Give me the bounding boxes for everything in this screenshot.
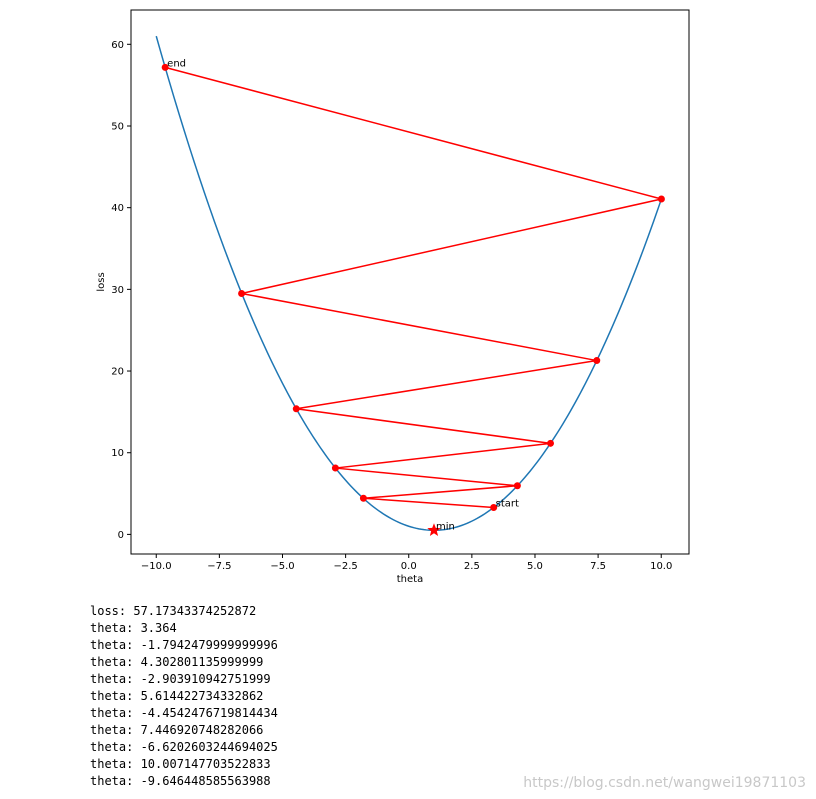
output-line: theta: 7.446920748282066 xyxy=(90,723,264,737)
gradient-descent-path xyxy=(161,63,665,536)
annotation-min: min xyxy=(436,521,455,532)
x-tick-label: 2.5 xyxy=(464,561,480,572)
x-tick-label: −10.0 xyxy=(141,561,172,572)
annotation-start: start xyxy=(496,498,519,509)
y-tick-label: 20 xyxy=(111,367,124,378)
chart-annotations: start end min xyxy=(167,58,519,532)
descent-point xyxy=(546,439,554,447)
y-tick-label: 0 xyxy=(118,530,124,541)
y-tick-label: 50 xyxy=(111,121,124,132)
x-axis-ticks: −10.0 −7.5 −5.0 −2.5 0.0 2.5 5.0 7.5 10.0 xyxy=(141,554,672,572)
x-tick-label: 7.5 xyxy=(590,561,606,572)
loss-curve-line xyxy=(155,35,662,532)
output-line: theta: -9.646448585563988 xyxy=(90,774,271,788)
output-line: theta: -6.6202603244694025 xyxy=(90,740,278,754)
console-output: loss: 57.17343374252872 theta: 3.364 theta… xyxy=(90,603,278,790)
x-axis-label: theta xyxy=(397,574,423,585)
y-tick-label: 60 xyxy=(111,40,124,51)
descent-path-line xyxy=(164,66,662,509)
y-tick-label: 40 xyxy=(111,203,124,214)
descent-point xyxy=(359,494,367,502)
x-tick-label: 10.0 xyxy=(650,561,672,572)
minimum-star-marker xyxy=(427,523,441,536)
output-line: theta: 3.364 xyxy=(90,621,177,635)
output-line: theta: -1.7942479999999996 xyxy=(90,638,278,652)
plot-frame xyxy=(130,9,690,555)
descent-point xyxy=(238,289,246,297)
descent-point xyxy=(161,63,169,71)
y-tick-label: 10 xyxy=(111,448,124,459)
loss-curve-chart: −10.0 −7.5 −5.0 −2.5 0.0 2.5 5.0 7.5 10.0 0 10 20 3… xyxy=(96,9,690,585)
x-tick-label: −7.5 xyxy=(207,561,231,572)
x-tick-label: −2.5 xyxy=(333,561,357,572)
x-tick-label: 5.0 xyxy=(527,561,543,572)
x-tick-label: −5.0 xyxy=(270,561,294,572)
output-line: theta: 4.302801135999999 xyxy=(90,655,264,669)
descent-point xyxy=(331,464,339,472)
output-line: theta: -2.903910942751999 xyxy=(90,672,271,686)
output-line: theta: 10.007147703522833 xyxy=(90,757,271,771)
watermark-text: https://blog.csdn.net/wangwei19871103 xyxy=(523,775,806,791)
output-line: loss: 57.17343374252872 xyxy=(90,604,257,618)
output-line: theta: -4.4542476719814434 xyxy=(90,706,278,720)
descent-point xyxy=(593,357,601,365)
descent-point xyxy=(657,195,665,203)
y-axis-ticks: 0 10 20 30 40 50 60 xyxy=(111,40,131,541)
descent-point xyxy=(490,503,498,511)
y-tick-label: 30 xyxy=(111,285,124,296)
output-line: theta: 5.614422734332862 xyxy=(90,689,264,703)
annotation-end: end xyxy=(167,58,186,69)
x-tick-label: 0.0 xyxy=(401,561,417,572)
descent-point xyxy=(513,482,521,490)
descent-point xyxy=(292,405,300,413)
y-axis-label: loss xyxy=(96,272,107,291)
